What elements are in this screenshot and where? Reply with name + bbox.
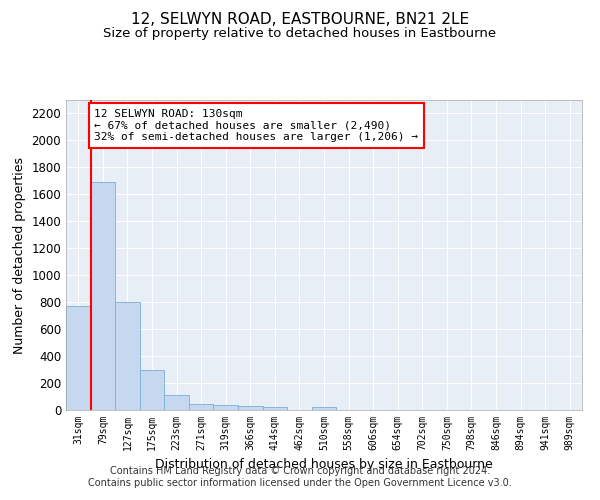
Y-axis label: Number of detached properties: Number of detached properties — [13, 156, 26, 354]
Bar — [66, 306, 91, 410]
Text: 12, SELWYN ROAD, EASTBOURNE, BN21 2LE: 12, SELWYN ROAD, EASTBOURNE, BN21 2LE — [131, 12, 469, 28]
Bar — [189, 404, 214, 410]
Text: Size of property relative to detached houses in Eastbourne: Size of property relative to detached ho… — [103, 28, 497, 40]
Bar — [91, 182, 115, 410]
Bar — [115, 302, 140, 410]
Bar — [263, 408, 287, 410]
Text: Contains HM Land Registry data © Crown copyright and database right 2024.
Contai: Contains HM Land Registry data © Crown c… — [88, 466, 512, 487]
Bar — [140, 370, 164, 410]
Bar — [164, 394, 189, 410]
Text: 12 SELWYN ROAD: 130sqm
← 67% of detached houses are smaller (2,490)
32% of semi-: 12 SELWYN ROAD: 130sqm ← 67% of detached… — [94, 109, 418, 142]
Bar — [312, 408, 336, 410]
X-axis label: Distribution of detached houses by size in Eastbourne: Distribution of detached houses by size … — [155, 458, 493, 471]
Bar — [214, 406, 238, 410]
Bar — [238, 406, 263, 410]
